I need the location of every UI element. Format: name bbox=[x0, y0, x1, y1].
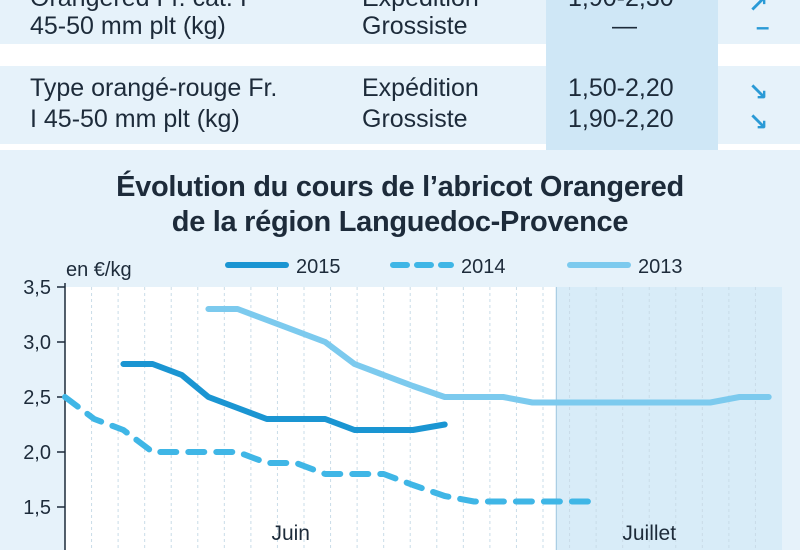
row2-price-expedition: 1,50-2,20 bbox=[568, 74, 674, 102]
row1-price-expedition: 1,90-2,30 bbox=[568, 0, 674, 14]
chart-title-line1: Évolution du cours de l’abricot Orangere… bbox=[116, 171, 684, 203]
month-label-juillet: Juillet bbox=[622, 522, 676, 545]
series-line-2013 bbox=[205, 306, 772, 406]
month-label-juin: Juin bbox=[271, 522, 310, 545]
trend-down-icon: ↘ bbox=[748, 109, 769, 136]
trend-up-icon: ↗ bbox=[748, 0, 769, 18]
row2-stage-grossiste: Grossiste bbox=[362, 105, 468, 133]
row2-stage-expedition: Expédition bbox=[362, 74, 479, 102]
y-tick-label: 1,5 bbox=[23, 497, 51, 519]
row2-product-line2: I 45-50 mm plt (kg) bbox=[30, 105, 240, 133]
trend-down-icon: ↘ bbox=[748, 79, 769, 106]
y-tick-label: 2,5 bbox=[23, 387, 51, 409]
unit-label: en €/kg bbox=[66, 259, 132, 281]
series-line-2015 bbox=[120, 361, 448, 433]
row1-stage-expedition: Expédition bbox=[362, 0, 479, 14]
row1-product-line2: 45-50 mm plt (kg) bbox=[30, 12, 226, 40]
legend-label-2014: 2014 bbox=[461, 256, 506, 278]
legend-label-2013: 2013 bbox=[638, 256, 683, 278]
trend-flat-icon: – bbox=[756, 14, 770, 41]
legend-label-2015: 2015 bbox=[296, 256, 341, 278]
y-tick-label: 2,0 bbox=[23, 442, 51, 464]
row2-product-line1: Type orangé-rouge Fr. bbox=[30, 74, 278, 102]
row1-product-line1: Orangered Fr. cat. I bbox=[30, 0, 247, 14]
series-line-2014 bbox=[62, 394, 597, 505]
row1-stage-grossiste: Grossiste bbox=[362, 12, 468, 40]
price-column bbox=[546, 0, 718, 150]
row1-price-grossiste: — bbox=[612, 12, 637, 40]
july-region bbox=[556, 287, 782, 550]
y-tick-label: 3,0 bbox=[23, 332, 51, 354]
chart-title-line2: de la région Languedoc-Provence bbox=[171, 206, 629, 238]
y-tick-label: 3,5 bbox=[23, 277, 51, 299]
row2-price-grossiste: 1,90-2,20 bbox=[568, 105, 674, 133]
